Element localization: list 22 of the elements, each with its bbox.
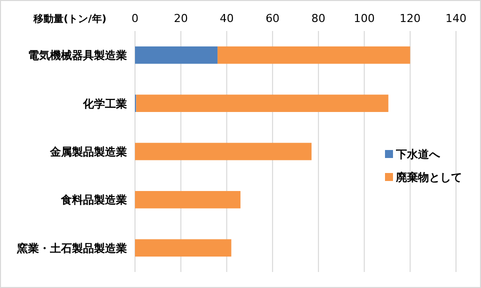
y-tick-label: 食料品製造業	[60, 194, 127, 207]
bar	[135, 191, 240, 208]
x-tick-label: 80	[311, 12, 326, 25]
x-tick-label: 140	[446, 12, 466, 25]
legend-label: 廃棄物として	[395, 171, 462, 184]
x-tick-label: 120	[400, 12, 421, 25]
bar	[136, 94, 388, 112]
y-tick-label: 金属製品製造業	[49, 146, 127, 158]
x-tick-label: 40	[220, 12, 234, 25]
y-tick-label: 化学工業	[82, 97, 127, 110]
x-tick-label: 100	[354, 12, 375, 25]
y-tick-label: 窯業・土石製品製造業	[16, 242, 127, 255]
bar	[135, 239, 232, 257]
x-axis-title: 移動量(トン/年)	[32, 13, 106, 25]
bar	[218, 46, 410, 64]
x-tick-label: 0	[132, 12, 138, 25]
x-tick-label: 60	[266, 12, 280, 25]
bar	[135, 46, 218, 64]
legend-label: 下水道へ	[395, 148, 441, 161]
y-tick-label: 電気機械器具製造業	[28, 49, 127, 62]
bar	[135, 142, 312, 160]
x-tick-label: 20	[174, 12, 188, 25]
